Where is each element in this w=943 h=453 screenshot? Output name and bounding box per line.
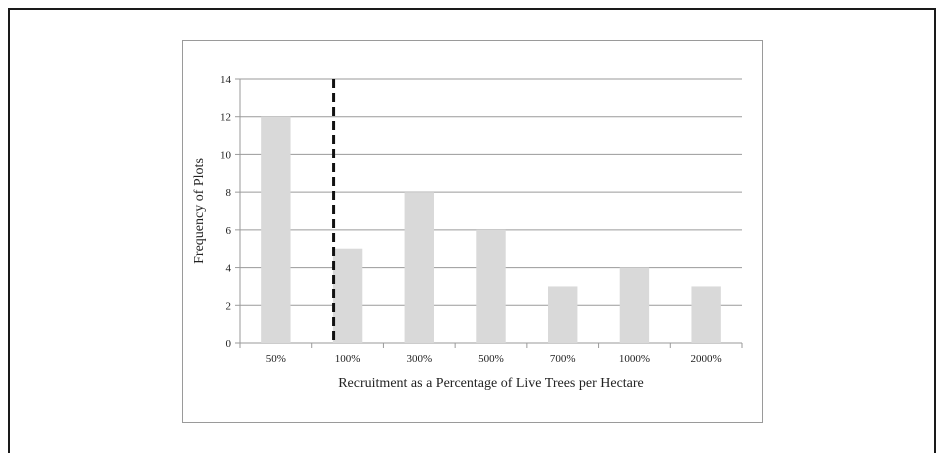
bar-300pct	[404, 192, 434, 343]
bar-1000pct	[619, 267, 650, 343]
bar-50pct	[261, 116, 291, 343]
y-tick-label: 8	[226, 187, 232, 199]
x-tick-label: 300%	[406, 353, 432, 365]
bar-500pct	[476, 229, 506, 343]
x-tick-label: 50%	[266, 353, 286, 365]
bar-2000pct	[691, 286, 721, 343]
x-tick-label: 500%	[478, 353, 504, 365]
y-tick-label: 4	[226, 263, 232, 275]
y-tick-label: 2	[226, 300, 232, 312]
y-axis-title: Frequency of Plots	[192, 158, 207, 264]
y-tick-label: 0	[226, 338, 232, 350]
y-tick-label: 6	[226, 225, 232, 237]
y-tick-label: 14	[220, 74, 232, 86]
bar-chart: 0 2 4 6 8 10 12 14 50% 100% 300% 500% 700% 1000% 2000%…	[192, 74, 743, 391]
x-tick-label: 1000%	[619, 353, 650, 365]
bar-100pct	[332, 248, 363, 343]
x-axis-title: Recruitment as a Percentage of Live Tree…	[338, 376, 644, 391]
y-tick-label: 10	[220, 149, 232, 161]
outer-frame	[8, 8, 936, 453]
x-tick-label: 100%	[335, 353, 361, 365]
bar-700pct	[548, 286, 578, 343]
x-tick-label: 700%	[550, 353, 576, 365]
y-tick-label: 12	[220, 112, 231, 124]
chart-container: 0 2 4 6 8 10 12 14 50% 100% 300% 500% 700% 1000% 2000%…	[182, 40, 763, 423]
x-tick-label: 2000%	[691, 353, 722, 365]
